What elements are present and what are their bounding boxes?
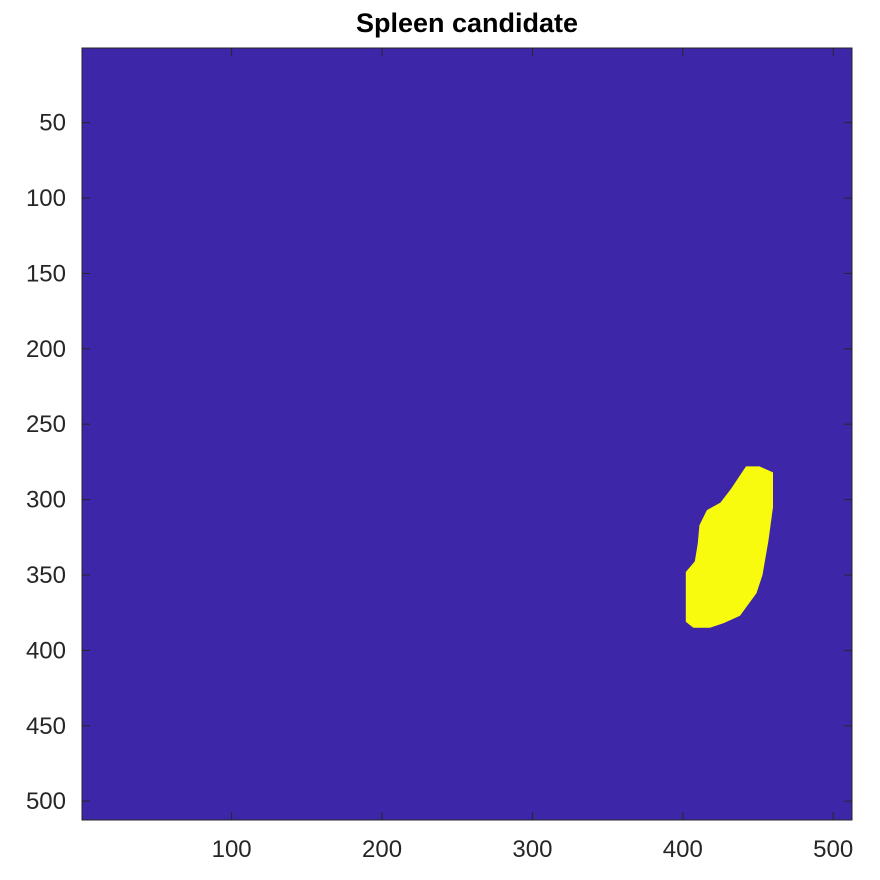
spleen-region <box>685 466 773 628</box>
x-tick-label: 400 <box>663 836 703 863</box>
y-tick-label: 400 <box>26 637 66 664</box>
y-tick-label: 50 <box>39 110 66 137</box>
y-tick-label: 350 <box>26 562 66 589</box>
y-tick-label: 150 <box>26 260 66 287</box>
y-tick-label: 200 <box>26 336 66 363</box>
y-tick-label: 500 <box>26 788 66 815</box>
x-tick-label: 300 <box>512 836 552 863</box>
heatmap-background <box>82 48 852 820</box>
x-tick-label: 200 <box>362 836 402 863</box>
x-tick-label: 100 <box>212 836 252 863</box>
chart-title: Spleen candidate <box>355 8 579 38</box>
x-tick-label: 500 <box>813 836 853 863</box>
axes-box <box>81 47 853 821</box>
y-tick-label: 250 <box>26 411 66 438</box>
y-tick-label: 450 <box>26 713 66 740</box>
y-tick-label: 100 <box>26 185 66 212</box>
y-tick-label: 300 <box>26 487 66 514</box>
